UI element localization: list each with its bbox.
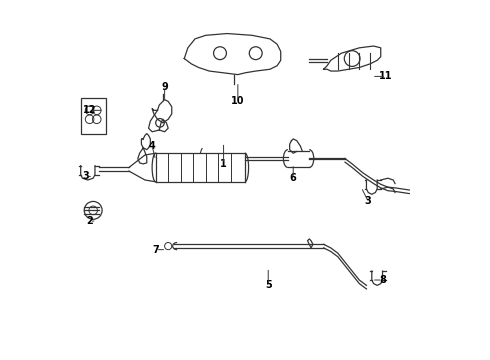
Text: 9: 9 bbox=[161, 82, 168, 92]
Text: 3: 3 bbox=[83, 171, 89, 181]
Text: 12: 12 bbox=[83, 105, 97, 115]
Text: 8: 8 bbox=[379, 275, 386, 285]
Text: 7: 7 bbox=[152, 245, 159, 255]
Text: 1: 1 bbox=[220, 159, 227, 169]
Text: 2: 2 bbox=[86, 216, 93, 226]
Text: 4: 4 bbox=[149, 141, 155, 151]
Text: 6: 6 bbox=[290, 173, 296, 183]
Text: 11: 11 bbox=[379, 71, 393, 81]
Text: 10: 10 bbox=[231, 96, 245, 107]
Text: 3: 3 bbox=[365, 197, 371, 206]
Text: 5: 5 bbox=[265, 280, 271, 291]
